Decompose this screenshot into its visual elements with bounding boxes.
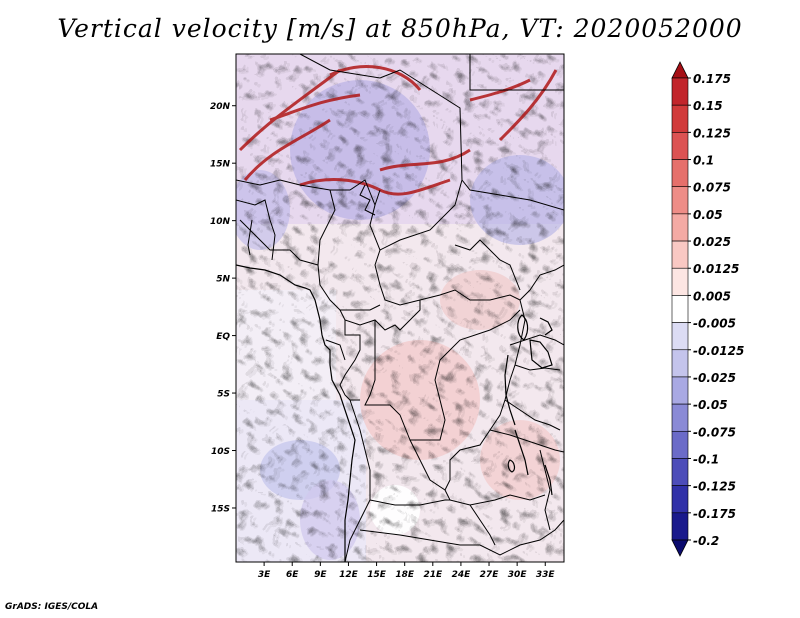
colorbar-label: -0.1 — [693, 452, 719, 466]
lat-label: 20N — [210, 102, 231, 112]
colorbar-segment — [671, 132, 689, 160]
chart-title: Vertical velocity [m/s] at 850hPa, VT: 2… — [57, 14, 743, 43]
colorbar-label: 0.075 — [693, 181, 731, 195]
lat-label: 15N — [210, 160, 231, 170]
colorbar-label: 0.025 — [693, 235, 731, 249]
lon-label: 3E — [258, 570, 271, 580]
colorbar-label: -0.005 — [693, 317, 736, 331]
colorbar-label: 0.175 — [693, 72, 731, 86]
colorbar-bottom-arrow — [671, 539, 689, 557]
colorbar-label: -0.175 — [693, 507, 736, 521]
colorbar-label: 0.1 — [693, 154, 714, 168]
colorbar-segment — [671, 322, 689, 351]
colorbar-label: -0.0125 — [693, 344, 744, 358]
lon-label: 30E — [508, 570, 528, 580]
lat-label: 10S — [211, 447, 230, 457]
lat-label: 5S — [217, 390, 230, 400]
longitude-axis: 3E 6E 9E 12E 15E 18E 21E 24E 27E 30E 33E — [258, 562, 556, 580]
lon-label: 27E — [480, 570, 500, 580]
latitude-axis: 20N 15N 10N 5N EQ 5S 10S 15S — [210, 102, 236, 514]
velocity-field — [236, 54, 564, 562]
colorbar-label: 0.05 — [693, 208, 723, 222]
lon-label: 33E — [536, 570, 556, 580]
lat-label: EQ — [216, 332, 230, 342]
colorbar: 0.175 0.15 0.125 0.1 0.075 0.05 0.025 0.0125 0.0… — [671, 61, 744, 557]
colorbar-segment — [671, 295, 689, 323]
colorbar-label: 0.005 — [693, 289, 731, 303]
colorbar-segment — [671, 186, 689, 215]
colorbar-segment — [671, 403, 689, 432]
colorbar-segment — [671, 458, 689, 486]
lat-label: 5N — [216, 275, 230, 285]
lon-label: 18E — [395, 570, 415, 580]
colorbar-label: 0.125 — [693, 126, 731, 140]
coastline — [236, 264, 553, 562]
colorbar-segment — [671, 77, 689, 106]
colorbar-segment — [671, 430, 689, 459]
colorbar-segment — [671, 267, 689, 296]
colorbar-segment — [671, 159, 689, 188]
lon-label: 15E — [367, 570, 387, 580]
colorbar-segment — [671, 485, 689, 514]
lat-label: 10N — [210, 217, 231, 227]
colorbar-label: 0.0125 — [693, 262, 739, 276]
colorbar-segment — [671, 213, 689, 242]
colorbar-label: -0.05 — [693, 398, 728, 412]
lon-label: 21E — [423, 570, 443, 580]
colorbar-segment — [671, 512, 689, 541]
footer-credit: GrADS: IGES/COLA — [5, 602, 99, 612]
colorbar-segment — [671, 240, 689, 269]
colorbar-top-arrow — [671, 61, 689, 79]
colorbar-segment — [671, 349, 689, 378]
lon-label: 6E — [286, 570, 299, 580]
colorbar-label: -0.2 — [693, 534, 719, 548]
colorbar-segment — [671, 104, 689, 133]
colorbar-label: -0.125 — [693, 480, 736, 494]
lon-label: 9E — [314, 570, 327, 580]
colorbar-label: -0.025 — [693, 371, 736, 385]
country-borders — [236, 54, 564, 562]
colorbar-label: -0.075 — [693, 425, 736, 439]
colorbar-segment — [671, 376, 689, 405]
lat-label: 15S — [211, 504, 230, 514]
map-frame — [235, 53, 565, 563]
colorbar-label: 0.15 — [693, 99, 723, 113]
lon-label: 24E — [452, 570, 472, 580]
lon-label: 12E — [339, 570, 359, 580]
